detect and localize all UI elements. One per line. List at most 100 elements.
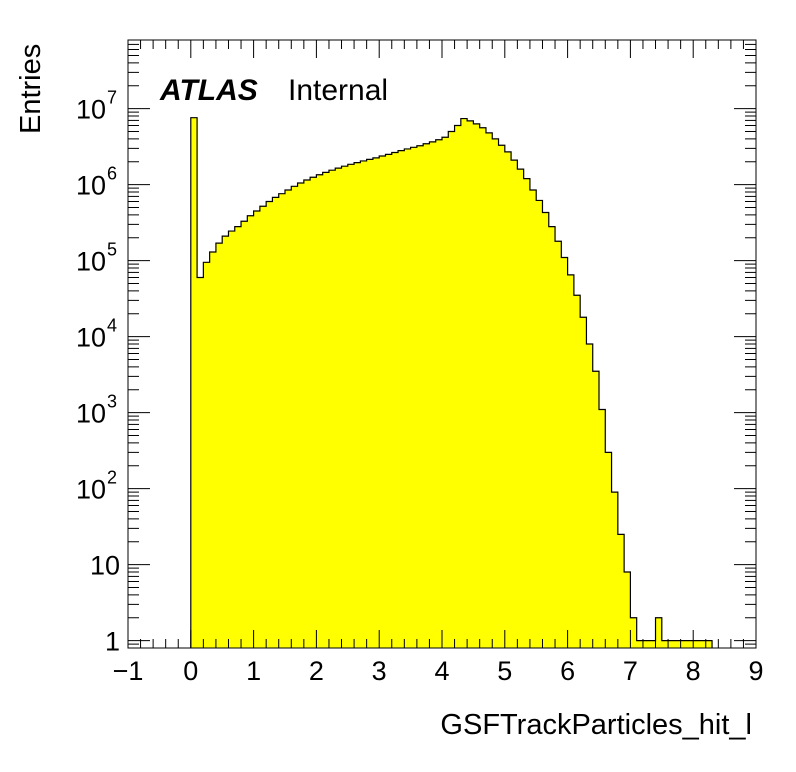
histogram-bin bbox=[680, 640, 688, 648]
y-tick-exponent: 2 bbox=[107, 468, 117, 488]
y-axis-label: Entries bbox=[15, 44, 47, 134]
histogram-bin bbox=[661, 640, 669, 648]
y-tick-base: 10 bbox=[76, 95, 106, 125]
histogram-bin bbox=[523, 178, 531, 648]
histogram-bin bbox=[285, 189, 292, 648]
x-tick-label: 4 bbox=[434, 656, 449, 686]
histogram-bin bbox=[303, 180, 311, 649]
histogram-bin bbox=[209, 251, 217, 648]
x-tick-label: 3 bbox=[372, 656, 387, 686]
histogram-bin bbox=[259, 206, 267, 649]
histogram-bin bbox=[272, 197, 280, 648]
histogram-bin bbox=[555, 241, 562, 648]
histogram-bin bbox=[573, 295, 581, 648]
internal-label: Internal bbox=[288, 74, 388, 107]
histogram-bin bbox=[416, 145, 424, 649]
histogram-bin bbox=[241, 221, 248, 648]
histogram-bin bbox=[385, 154, 393, 648]
histogram-bin bbox=[498, 145, 506, 648]
histogram-bin bbox=[642, 640, 650, 648]
x-tick-label: 6 bbox=[560, 656, 575, 686]
y-tick-label: 10 7 bbox=[76, 88, 117, 125]
histogram-bin bbox=[442, 137, 449, 649]
histogram-bin bbox=[460, 118, 468, 648]
histogram-bin bbox=[379, 156, 386, 648]
y-tick-label: 10 4 bbox=[76, 316, 117, 353]
histogram-bin bbox=[360, 160, 368, 649]
histogram-bin bbox=[536, 200, 543, 648]
histogram-bin bbox=[580, 317, 587, 648]
histogram-bin bbox=[266, 201, 273, 648]
histogram-bin bbox=[686, 640, 694, 648]
histogram-bin bbox=[454, 125, 462, 648]
y-tick-base: 10 bbox=[90, 551, 120, 581]
histogram-bin bbox=[322, 172, 330, 649]
histogram-bin bbox=[592, 371, 600, 648]
y-tick-exponent: 7 bbox=[107, 88, 117, 108]
y-tick-label: 10 5 bbox=[76, 240, 117, 277]
histogram-bin bbox=[291, 186, 298, 648]
y-tick-exponent: 4 bbox=[107, 316, 117, 336]
y-tick-base: 10 bbox=[76, 399, 106, 429]
x-tick-label: 8 bbox=[686, 656, 701, 686]
histogram-bin bbox=[234, 226, 242, 649]
histogram-bin bbox=[253, 210, 261, 648]
y-tick-base: 10 bbox=[76, 247, 106, 277]
histogram-bin bbox=[473, 123, 481, 649]
histogram-bin bbox=[617, 534, 625, 648]
y-tick-label: 10 2 bbox=[76, 468, 117, 505]
histogram-bin bbox=[410, 147, 418, 648]
y-tick-base: 10 bbox=[76, 475, 106, 505]
histogram-bin bbox=[624, 572, 631, 648]
y-tick-label: 1 bbox=[105, 627, 120, 657]
histogram-bin bbox=[197, 277, 204, 648]
histogram-bin bbox=[372, 157, 380, 649]
x-axis-label: GSFTrackParticles_hit_l bbox=[440, 709, 752, 741]
histogram-bin bbox=[567, 274, 575, 648]
x-tick-label: 2 bbox=[309, 656, 324, 686]
histogram-bin bbox=[511, 160, 518, 648]
histogram-bin bbox=[316, 174, 324, 648]
histogram-bin bbox=[278, 193, 286, 649]
histogram-bin bbox=[655, 617, 663, 648]
histogram-bin bbox=[693, 640, 700, 648]
histogram-bin bbox=[347, 164, 355, 649]
histogram-bin bbox=[203, 262, 211, 648]
axis-ticks bbox=[127, 39, 757, 649]
histogram-bin bbox=[504, 151, 512, 648]
x-tick-label: 9 bbox=[748, 656, 763, 686]
histogram-bin bbox=[599, 409, 606, 648]
histogram-bin bbox=[674, 640, 682, 648]
histogram-bin bbox=[404, 148, 411, 649]
histogram-bin bbox=[517, 169, 525, 649]
histogram-bin bbox=[190, 117, 198, 649]
histogram-bin bbox=[297, 183, 305, 648]
atlas-label: ATLAS bbox=[159, 74, 258, 107]
histogram-bin bbox=[611, 492, 619, 648]
histogram-bin bbox=[529, 189, 537, 648]
histogram-bin bbox=[561, 257, 568, 648]
y-tick-exponent: 3 bbox=[107, 392, 117, 412]
histogram-bin bbox=[328, 170, 336, 649]
histogram-bin bbox=[435, 139, 443, 648]
histogram-bin bbox=[222, 236, 229, 648]
histogram-bin bbox=[448, 131, 455, 648]
y-tick-base: 1 bbox=[105, 627, 120, 657]
histogram-bin bbox=[605, 452, 612, 648]
histogram-bin bbox=[215, 243, 223, 648]
x-tick-label: −1 bbox=[113, 656, 144, 686]
histogram-bin bbox=[467, 120, 474, 648]
histogram-bin bbox=[705, 640, 713, 648]
histogram-bin bbox=[354, 162, 361, 648]
histogram-bin bbox=[479, 127, 487, 648]
y-tick-exponent: 5 bbox=[107, 240, 117, 260]
histogram-bin bbox=[485, 132, 493, 649]
y-tick-base: 10 bbox=[76, 171, 106, 201]
histogram-bin bbox=[586, 344, 594, 648]
x-tick-label: 1 bbox=[246, 656, 261, 686]
histogram-bin bbox=[366, 159, 374, 649]
histogram-bin bbox=[492, 138, 499, 648]
histogram-bin bbox=[699, 640, 707, 648]
